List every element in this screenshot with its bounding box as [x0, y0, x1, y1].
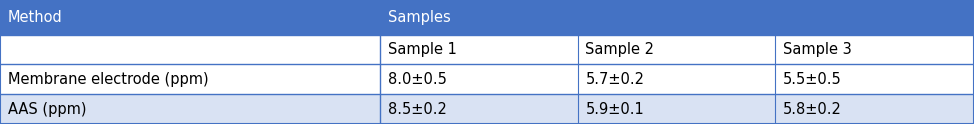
Text: 5.8±0.2: 5.8±0.2 — [783, 102, 842, 117]
Text: 8.0±0.5: 8.0±0.5 — [388, 72, 446, 87]
Text: Method: Method — [8, 10, 62, 25]
Text: Membrane electrode (ppm): Membrane electrode (ppm) — [8, 72, 208, 87]
Bar — [380, 94, 578, 124]
Bar — [0, 64, 380, 94]
Text: 5.5±0.5: 5.5±0.5 — [783, 72, 842, 87]
Bar — [578, 35, 775, 64]
Bar — [380, 35, 578, 64]
Text: Sample 2: Sample 2 — [585, 42, 655, 57]
Text: Samples: Samples — [388, 10, 450, 25]
Bar — [0, 94, 380, 124]
Text: Sample 3: Sample 3 — [783, 42, 852, 57]
Text: 5.7±0.2: 5.7±0.2 — [585, 72, 645, 87]
Bar — [775, 35, 974, 64]
Bar — [775, 64, 974, 94]
Text: 8.5±0.2: 8.5±0.2 — [388, 102, 446, 117]
Text: Sample 1: Sample 1 — [388, 42, 457, 57]
Bar — [578, 64, 775, 94]
Bar — [0, 35, 380, 64]
Bar — [380, 64, 578, 94]
Bar — [380, 0, 974, 35]
Bar — [578, 94, 775, 124]
Text: AAS (ppm): AAS (ppm) — [8, 102, 87, 117]
Text: 5.9±0.1: 5.9±0.1 — [585, 102, 644, 117]
Bar — [0, 0, 380, 35]
Bar — [775, 94, 974, 124]
